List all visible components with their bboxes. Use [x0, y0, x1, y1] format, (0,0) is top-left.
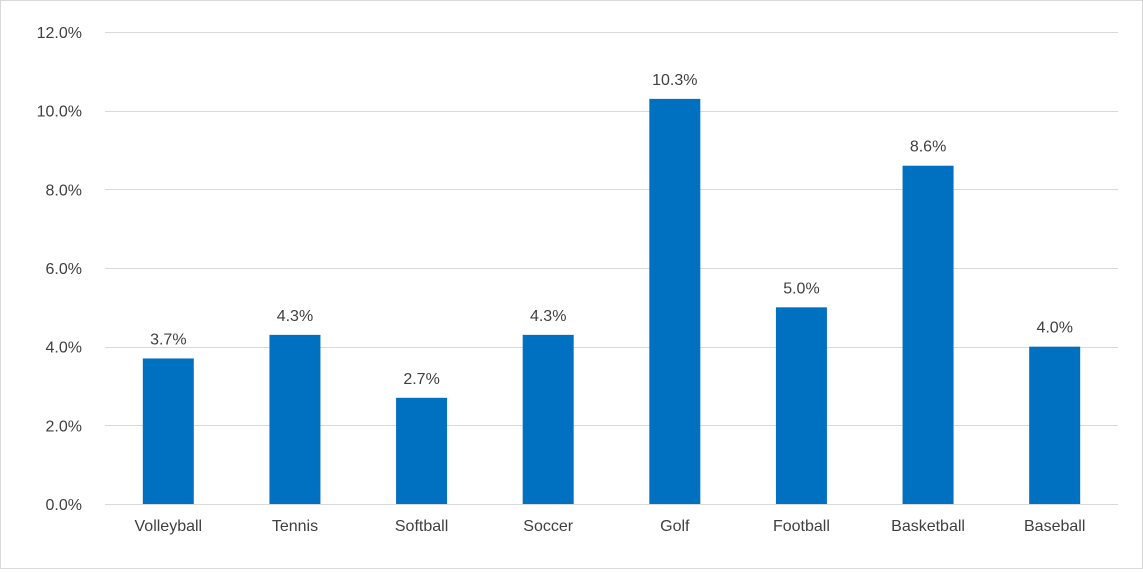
bar-softball	[396, 397, 448, 504]
x-category-label: Softball	[395, 518, 448, 535]
data-label: 4.0%	[1036, 320, 1072, 337]
bar-golf	[649, 98, 701, 504]
data-label: 2.7%	[403, 371, 439, 388]
data-label: 8.6%	[910, 139, 946, 156]
y-tick-label: 10.0%	[37, 104, 82, 121]
bars	[142, 98, 1081, 504]
data-label: 3.7%	[150, 331, 186, 348]
data-label: 4.3%	[530, 308, 566, 325]
y-tick-label: 6.0%	[46, 261, 82, 278]
y-tick-label: 4.0%	[46, 340, 82, 357]
x-category-label: Basketball	[891, 518, 965, 535]
bar-baseball	[1029, 346, 1081, 504]
bar-basketball	[902, 165, 954, 504]
x-category-label: Volleyball	[135, 518, 203, 535]
x-category-label: Baseball	[1024, 518, 1085, 535]
y-tick-label: 0.0%	[46, 497, 82, 514]
x-axis-categories: Volleyball Tennis Softball Soccer Golf Footba…	[135, 518, 1086, 535]
x-category-label: Tennis	[272, 518, 318, 535]
y-tick-label: 12.0%	[37, 25, 82, 42]
data-label: 4.3%	[277, 308, 313, 325]
bar-tennis	[269, 334, 321, 504]
y-axis-ticks: 0.0% 2.0% 4.0% 6.0% 8.0% 10.0% 12.0%	[37, 25, 82, 514]
bar-football	[775, 307, 827, 504]
bar-volleyball	[142, 358, 194, 504]
data-labels: 3.7% 4.3% 2.7% 4.3% 10.3% 5.0% 8.6% 4.0%	[150, 72, 1073, 388]
data-label: 5.0%	[783, 280, 819, 297]
x-category-label: Football	[773, 518, 830, 535]
y-tick-label: 2.0%	[46, 418, 82, 435]
x-category-label: Golf	[660, 518, 690, 535]
data-label: 10.3%	[652, 72, 697, 89]
x-category-label: Soccer	[523, 518, 573, 535]
gridlines	[105, 32, 1118, 505]
y-tick-label: 8.0%	[46, 182, 82, 199]
bar-soccer	[522, 334, 574, 504]
